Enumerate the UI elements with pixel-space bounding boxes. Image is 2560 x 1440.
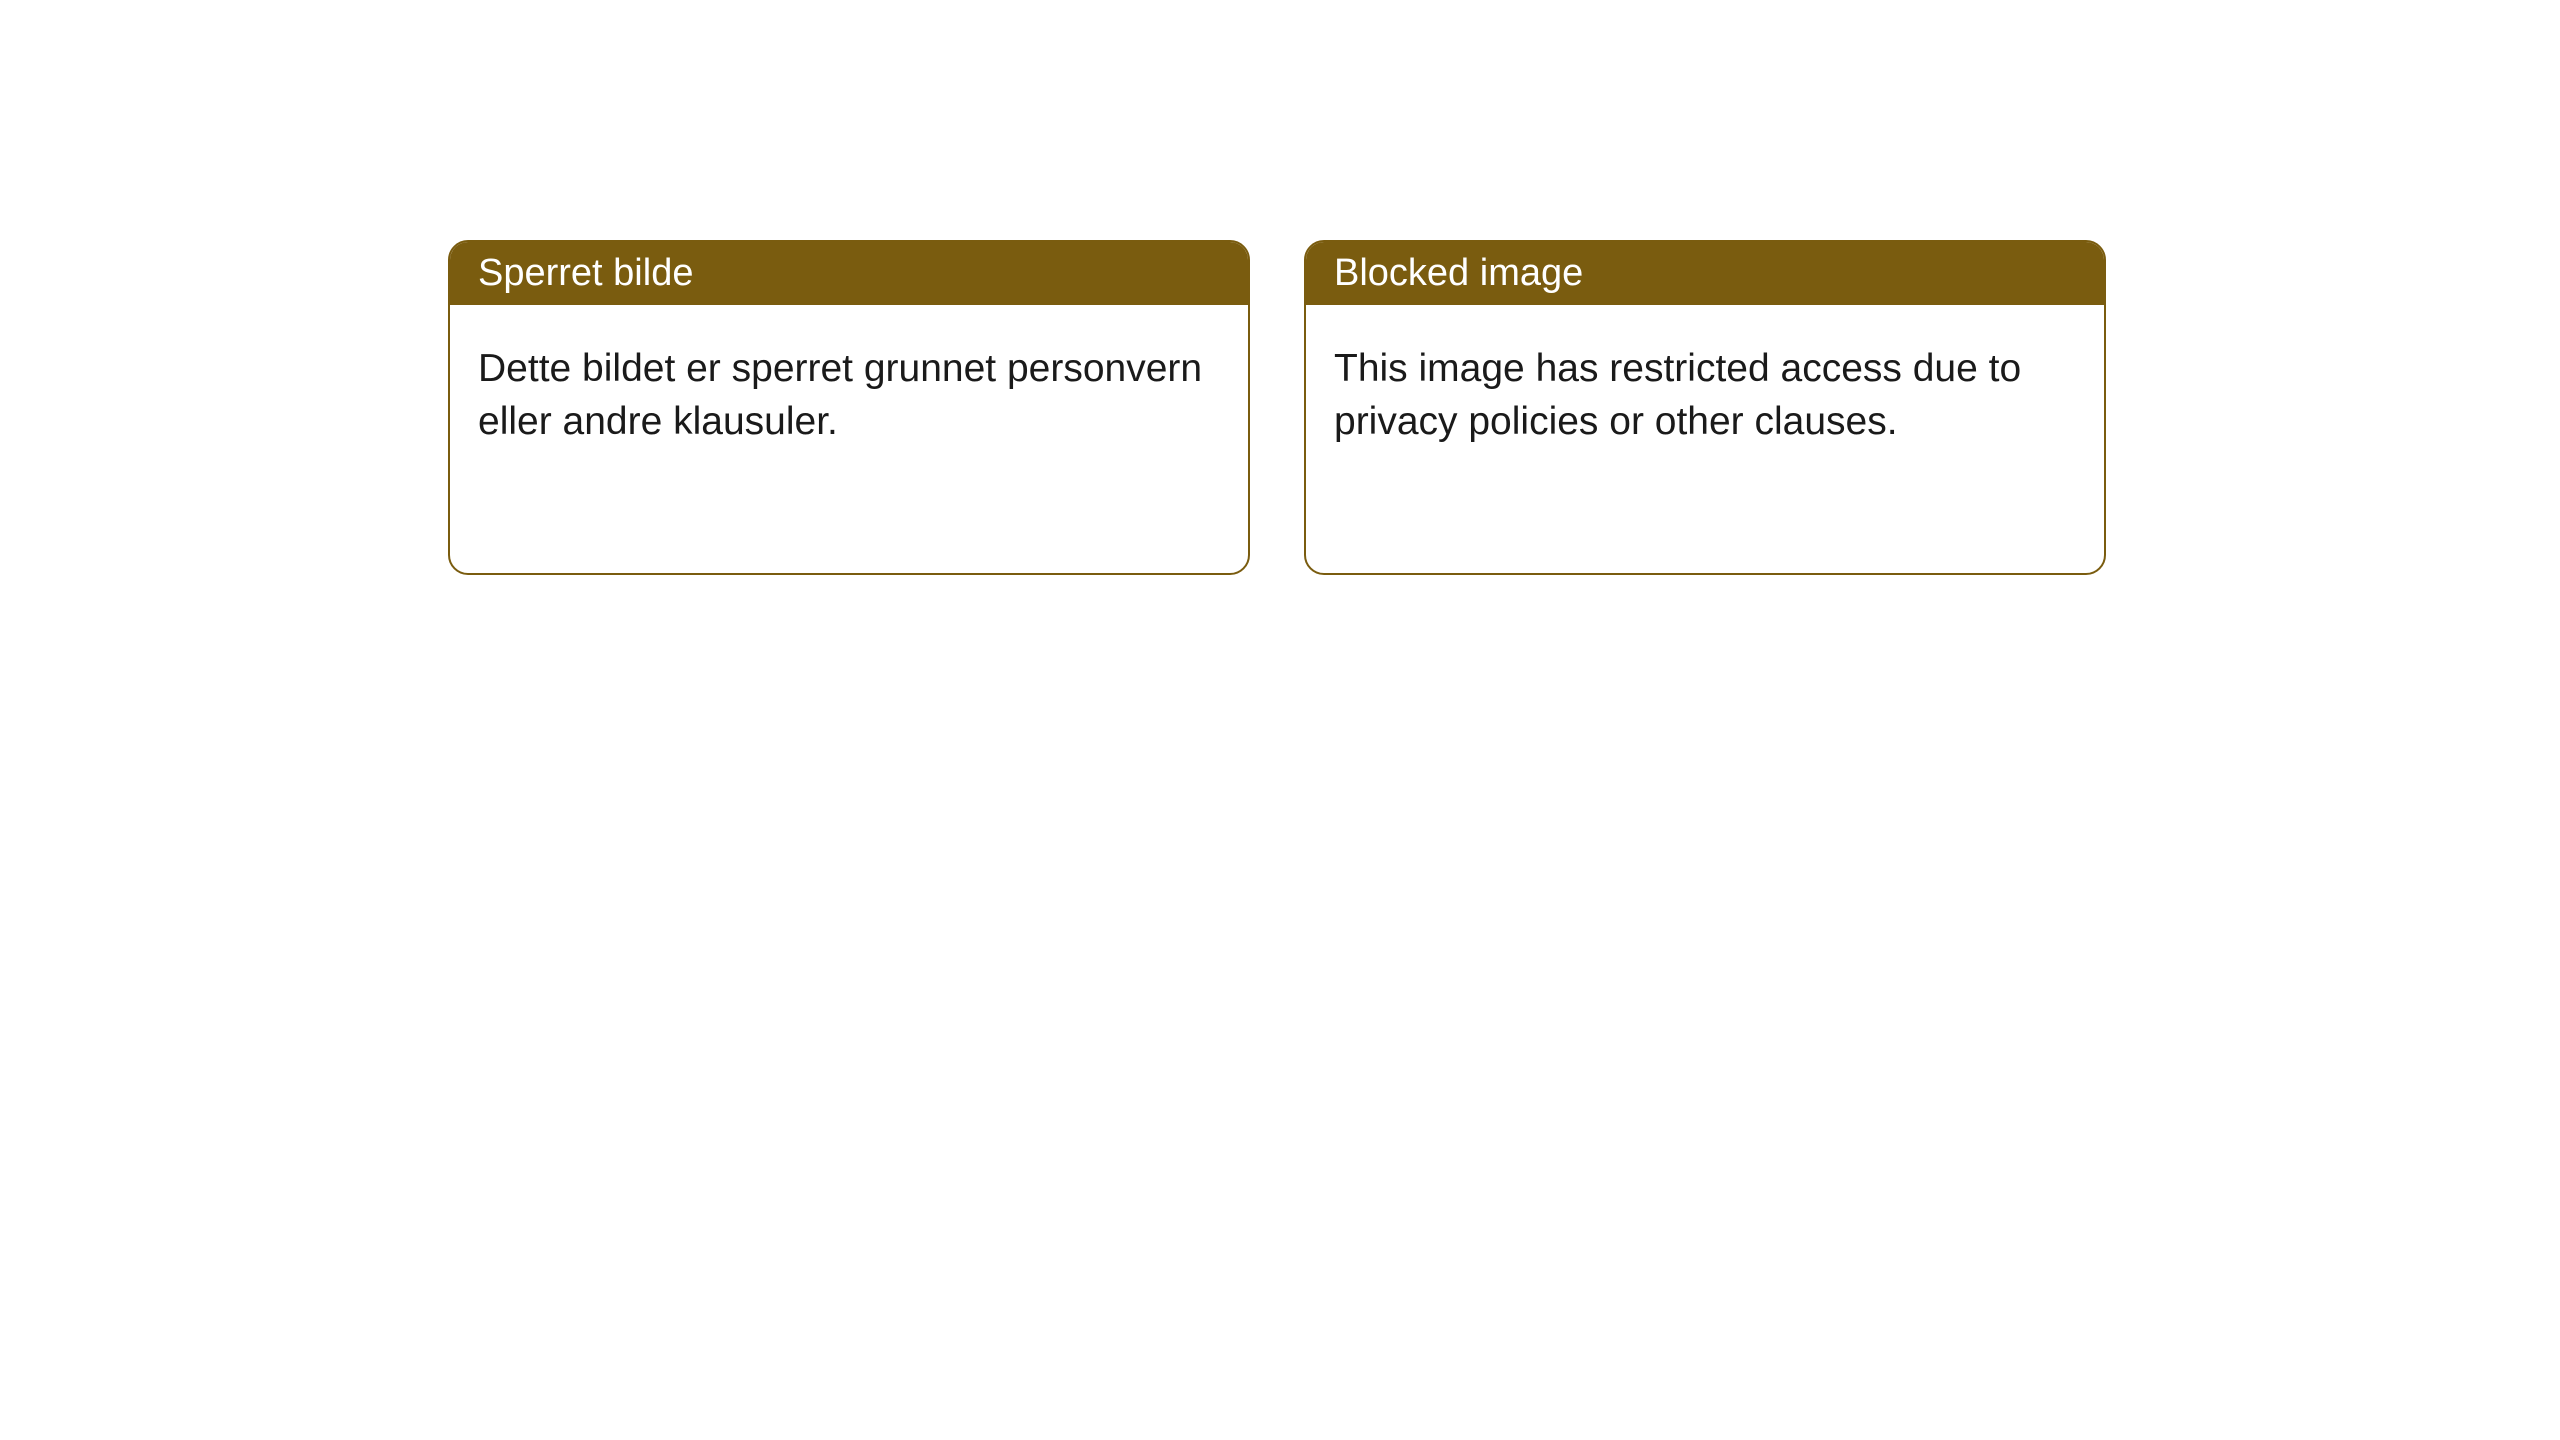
notice-card-text: This image has restricted access due to … <box>1334 347 2021 443</box>
notice-card-header: Sperret bilde <box>450 242 1248 305</box>
notice-card-title: Blocked image <box>1334 252 1583 294</box>
notice-cards-container: Sperret bilde Dette bildet er sperret gr… <box>448 240 2106 575</box>
notice-card-header: Blocked image <box>1306 242 2104 305</box>
notice-card-text: Dette bildet er sperret grunnet personve… <box>478 347 1202 443</box>
notice-card-body: This image has restricted access due to … <box>1306 305 2104 486</box>
notice-card-title: Sperret bilde <box>478 252 693 294</box>
notice-card-body: Dette bildet er sperret grunnet personve… <box>450 305 1248 486</box>
notice-card-english: Blocked image This image has restricted … <box>1304 240 2106 575</box>
notice-card-norwegian: Sperret bilde Dette bildet er sperret gr… <box>448 240 1250 575</box>
